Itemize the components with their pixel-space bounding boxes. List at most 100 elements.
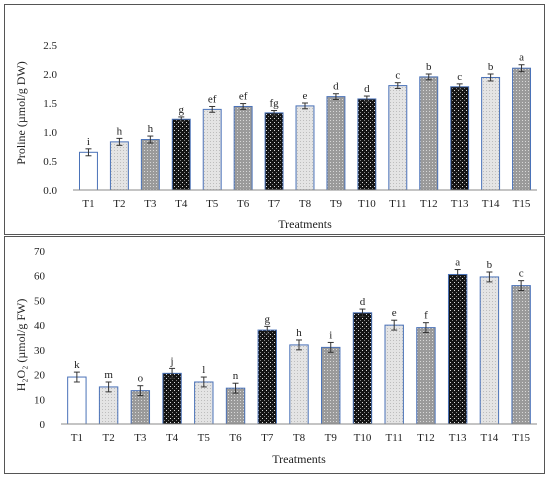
significance-letter-t6: ef xyxy=(239,91,248,103)
x-tick-label-t13: T13 xyxy=(449,432,467,444)
x-tick-label-t5: T5 xyxy=(198,432,211,444)
significance-letter-t10: d xyxy=(364,83,370,95)
significance-letter-t14: b xyxy=(487,259,493,271)
x-tick-label-t12: T12 xyxy=(420,198,438,210)
significance-letter-t13: c xyxy=(457,71,462,83)
h2o2-chart-panel: 0 10 20 30 40 50 60 70 k m o j l n g h i d e f a b c T1 T2 T3 T4… xyxy=(4,236,545,474)
bar-t2 xyxy=(98,386,119,425)
error-bar-t10 xyxy=(363,95,370,103)
bar-t10 xyxy=(352,312,373,425)
error-bar-t1 xyxy=(73,371,80,383)
bar-t13 xyxy=(447,273,468,425)
y-tick-label: 2.5 xyxy=(43,40,57,52)
significance-letter-t1: k xyxy=(74,359,80,371)
bar-t7 xyxy=(257,329,277,425)
bar-t2 xyxy=(109,141,129,191)
x-tick-label-t7: T7 xyxy=(268,198,281,210)
error-bar-t9 xyxy=(327,341,334,353)
y-tick-label: 1.5 xyxy=(43,98,57,110)
bar-t4 xyxy=(162,372,182,425)
significance-letter-t7: fg xyxy=(269,98,279,110)
significance-letter-t5: ef xyxy=(208,93,217,105)
significance-letter-t1: i xyxy=(87,136,90,148)
bar-t12 xyxy=(416,327,436,425)
bar-t9 xyxy=(321,346,341,425)
significance-letter-t4: g xyxy=(179,104,185,116)
error-bar-t10 xyxy=(359,308,366,317)
significance-letter-t12: b xyxy=(426,61,432,73)
x-axis-title: Treatments xyxy=(278,217,332,231)
significance-letter-t5: l xyxy=(202,364,205,376)
error-bar-t8 xyxy=(302,102,308,110)
y-tick-label: 70 xyxy=(34,246,46,258)
y-tick-label: 0 xyxy=(40,419,46,431)
x-tick-label-t2: T2 xyxy=(102,432,114,444)
error-bar-t14 xyxy=(487,73,494,82)
h2o2-bar-chart: 0 10 20 30 40 50 60 70 k m o j l n g h i d e f a b c T1 T2 T3 T4… xyxy=(14,246,537,466)
x-tick-label-t9: T9 xyxy=(330,198,343,210)
x-tick-label-t10: T10 xyxy=(358,198,376,210)
significance-letter-t2: h xyxy=(117,125,123,137)
significance-letter-t8: e xyxy=(303,90,308,102)
error-bar-t11 xyxy=(391,319,398,331)
bar-t11 xyxy=(384,324,404,425)
significance-letter-t6: n xyxy=(233,370,239,382)
x-tick-label-t15: T15 xyxy=(513,198,531,210)
y-tick-label: 50 xyxy=(34,295,46,307)
significance-letter-t15: c xyxy=(519,268,524,280)
x-tick-label-t11: T11 xyxy=(386,432,403,444)
bar-t12 xyxy=(419,76,439,191)
significance-letter-t9: d xyxy=(333,81,339,93)
significance-letter-t13: a xyxy=(455,257,460,269)
bar-t6 xyxy=(233,105,253,191)
y-tick-label: 40 xyxy=(34,320,46,332)
significance-letter-t3: o xyxy=(138,373,144,385)
significance-letter-t14: b xyxy=(488,61,494,73)
y-tick-label: 0.5 xyxy=(43,156,57,168)
bar-t8 xyxy=(295,105,315,191)
error-bar-t7 xyxy=(271,110,278,116)
error-bar-t1 xyxy=(85,148,92,157)
x-tick-label-t7: T7 xyxy=(261,432,274,444)
x-tick-label-t2: T2 xyxy=(113,198,125,210)
x-tick-label-t6: T6 xyxy=(229,432,242,444)
error-bar-t13 xyxy=(456,83,463,91)
x-tick-label-t14: T14 xyxy=(481,432,499,444)
y-tick-label: 10 xyxy=(34,394,46,406)
error-bar-t15 xyxy=(518,280,525,292)
x-tick-label-t3: T3 xyxy=(134,432,147,444)
error-bar-t7 xyxy=(264,325,271,335)
bar-t3 xyxy=(140,139,160,191)
error-bar-t4 xyxy=(169,367,176,379)
bar-t10 xyxy=(357,98,377,191)
error-bar-t5 xyxy=(209,105,216,113)
bar-t14 xyxy=(479,276,500,425)
significance-letter-t2: m xyxy=(104,369,113,381)
bar-t5 xyxy=(202,108,222,191)
error-bar-t13 xyxy=(454,269,461,280)
error-bar-t6 xyxy=(240,103,247,110)
x-tick-label-t6: T6 xyxy=(237,198,250,210)
y-tick-label: 0.0 xyxy=(43,185,57,197)
significance-letter-t8: h xyxy=(296,327,302,339)
x-tick-label-t3: T3 xyxy=(144,198,157,210)
y-tick-label: 30 xyxy=(34,345,46,357)
error-bar-t14 xyxy=(486,271,493,283)
error-bar-t3 xyxy=(147,135,154,144)
y-tick-label: 20 xyxy=(34,370,46,382)
x-tick-label-t12: T12 xyxy=(417,432,435,444)
bar-t9 xyxy=(326,96,346,191)
bar-t14 xyxy=(481,76,501,191)
error-bar-t5 xyxy=(200,376,207,388)
proline-chart-panel: 0.0 0.5 1.0 1.5 2.0 2.5 i h h g ef ef fg e d d c b c b a T1… xyxy=(4,4,545,235)
x-tick-label-t15: T15 xyxy=(512,432,530,444)
error-bar-t11 xyxy=(394,82,401,89)
error-bar-t12 xyxy=(425,73,432,81)
error-bar-t15 xyxy=(518,64,525,73)
significance-letter-t9: i xyxy=(329,329,332,341)
error-bar-t2 xyxy=(116,137,123,146)
x-tick-label-t13: T13 xyxy=(451,198,469,210)
y-tick-label: 60 xyxy=(34,271,46,283)
x-tick-label-t11: T11 xyxy=(389,198,406,210)
